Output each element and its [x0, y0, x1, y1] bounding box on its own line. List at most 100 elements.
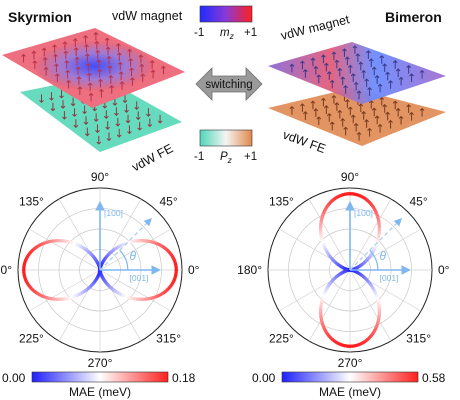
- polar-spoke: [99, 269, 172, 312]
- spin-arrow: [331, 51, 337, 61]
- spin-arrow: [388, 80, 393, 89]
- spin-arrow: [130, 77, 135, 86]
- spin-arrow: [382, 104, 388, 113]
- spin-arrow: [114, 107, 119, 116]
- vdw-magnet-layer-right: [268, 42, 446, 104]
- spin-arrow: [103, 110, 109, 119]
- mae-right-label: MAE (meV): [319, 385, 381, 399]
- spin-arrow: [49, 92, 54, 101]
- spin-arrow: [343, 126, 348, 136]
- field-direction-arrow: [349, 218, 402, 271]
- spin-arrow: [116, 52, 122, 61]
- spin-arrow: [85, 62, 91, 72]
- magnet-arrows-left: [21, 31, 166, 102]
- angle-tick-label: 315°: [406, 332, 431, 346]
- spin-arrow: [340, 118, 346, 127]
- spin-arrow: [368, 58, 374, 67]
- spin-arrow: [93, 31, 99, 41]
- vdw-magnet-label-left: vdW magnet: [112, 9, 183, 23]
- spin-arrow: [419, 107, 425, 117]
- spin-arrow: [99, 88, 104, 98]
- spin-arrow: [93, 113, 99, 122]
- spin-arrow: [115, 117, 121, 127]
- skyrmion-panel: Skyrmion vdW magnet vdW FE: [2, 9, 185, 174]
- mae-polar-plot-left: [100] [001] θ 90° 45° 0° 315° 270° 225° 80° 135°: [0, 170, 200, 370]
- bimeron-title: Bimeron: [385, 9, 442, 25]
- spin-arrow: [358, 61, 364, 71]
- spin-arrow: [361, 69, 367, 79]
- angle-tick-label: 225°: [19, 332, 44, 346]
- spin-arrow: [50, 102, 56, 112]
- spin-arrow: [326, 113, 332, 122]
- spin-arrow: [87, 82, 93, 92]
- mz-colorbar: -1 mz +1: [194, 5, 257, 41]
- mae-right-max: 0.58: [422, 371, 446, 385]
- spin-arrow: [134, 101, 140, 110]
- spin-arrow: [98, 78, 103, 88]
- spin-arrow: [104, 37, 110, 47]
- spin-arrow: [331, 94, 337, 104]
- spin-arrow: [106, 132, 112, 142]
- spin-arrow: [334, 102, 340, 111]
- spin-arrow: [105, 121, 111, 130]
- spin-arrow: [350, 73, 356, 82]
- spin-arrow: [129, 67, 134, 77]
- angle-tick-label: 135°: [19, 194, 44, 208]
- spin-arrow: [310, 57, 316, 67]
- mae-colorbar-right: 0.00 0.58 MAE (meV): [252, 371, 446, 399]
- skyrmion-title: Skyrmion: [8, 9, 72, 25]
- spin-arrow: [345, 99, 350, 108]
- pz-symbol: Pz: [220, 151, 233, 165]
- magnet-arrows-right: [289, 45, 425, 100]
- spin-arrow: [59, 89, 64, 99]
- switching-label: switching: [205, 79, 252, 91]
- spin-arrow: [62, 110, 67, 120]
- spin-arrow: [321, 97, 326, 107]
- polar-spoke: [308, 269, 351, 342]
- spin-arrow: [382, 63, 388, 72]
- spin-arrow: [75, 66, 81, 75]
- spin-arrow: [117, 61, 123, 71]
- theta-arc: [119, 249, 129, 271]
- spin-arrow: [385, 111, 390, 121]
- spin-arrow: [398, 115, 404, 125]
- spin-arrow: [377, 83, 383, 93]
- spin-arrow: [84, 127, 90, 137]
- spin-arrow: [289, 63, 295, 73]
- spin-arrow: [135, 111, 141, 121]
- spin-arrow: [66, 79, 71, 89]
- spin-arrow: [334, 59, 340, 69]
- spin-arrow: [395, 107, 401, 117]
- spin-arrow: [371, 66, 377, 76]
- axis-001-label: [001]: [130, 273, 149, 283]
- angle-tick-label: 225°: [269, 332, 294, 346]
- spin-arrow: [367, 87, 372, 96]
- spin-arrow: [324, 105, 329, 114]
- spin-arrow: [356, 131, 362, 141]
- spin-arrow: [356, 90, 362, 100]
- spin-arrow: [43, 66, 49, 76]
- spin-arrow: [140, 73, 146, 83]
- spin-arrow: [95, 124, 100, 134]
- spin-arrow: [409, 111, 414, 121]
- axis-001-label: [001]: [380, 273, 399, 283]
- spin-arrow: [316, 74, 322, 84]
- spin-arrow: [350, 114, 356, 124]
- spin-arrow: [105, 46, 111, 56]
- mz-symbol: mz: [220, 27, 235, 41]
- spin-arrow: [149, 60, 155, 69]
- spin-arrow: [321, 54, 326, 64]
- fe-arrows-right: [289, 89, 425, 141]
- spin-arrow: [324, 62, 329, 72]
- mae-colorbar-left: 0.00 0.18 MAE (meV): [2, 371, 196, 399]
- axis-100-label: [100]: [104, 208, 123, 218]
- spin-arrow: [347, 64, 353, 74]
- spin-arrow: [337, 109, 343, 119]
- spin-arrow: [63, 50, 69, 60]
- mae-left-label: MAE (meV): [69, 385, 131, 399]
- angle-tick-label: 315°: [156, 332, 181, 346]
- polar-spoke: [28, 269, 101, 312]
- spin-arrow: [316, 116, 322, 126]
- spin-arrow: [86, 72, 92, 82]
